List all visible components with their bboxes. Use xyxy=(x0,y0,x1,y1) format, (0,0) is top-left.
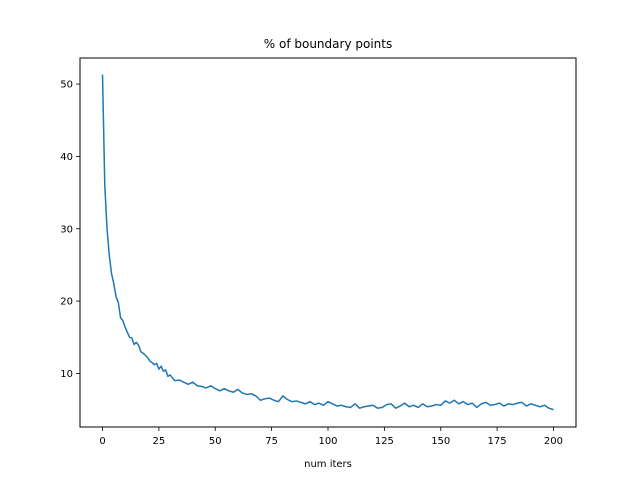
y-tick-label: 50 xyxy=(60,80,73,91)
y-tick-label: 30 xyxy=(60,224,73,235)
x-tick-label: 200 xyxy=(544,436,563,447)
x-tick-label: 125 xyxy=(375,436,394,447)
y-axis-ticks: 10 20 30 40 50 xyxy=(60,80,80,380)
x-tick-label: 150 xyxy=(431,436,450,447)
chart-title: % of boundary points xyxy=(264,37,392,51)
y-tick-label: 40 xyxy=(60,152,73,163)
x-tick-label: 100 xyxy=(318,436,337,447)
x-axis-label: num iters xyxy=(304,459,352,470)
axes-frame xyxy=(79,57,577,428)
y-tick-label: 20 xyxy=(60,297,73,308)
x-axis-ticks: 0 25 50 75 100 125 150 175 200 xyxy=(99,427,563,447)
x-tick-label: 175 xyxy=(488,436,507,447)
plot-area xyxy=(80,58,576,427)
y-tick-label: 10 xyxy=(60,369,73,380)
x-tick-label: 75 xyxy=(265,436,278,447)
x-tick-label: 0 xyxy=(99,436,105,447)
series-line xyxy=(101,74,554,411)
x-tick-label: 25 xyxy=(153,436,166,447)
x-tick-label: 50 xyxy=(209,436,222,447)
series-layer xyxy=(101,74,554,411)
